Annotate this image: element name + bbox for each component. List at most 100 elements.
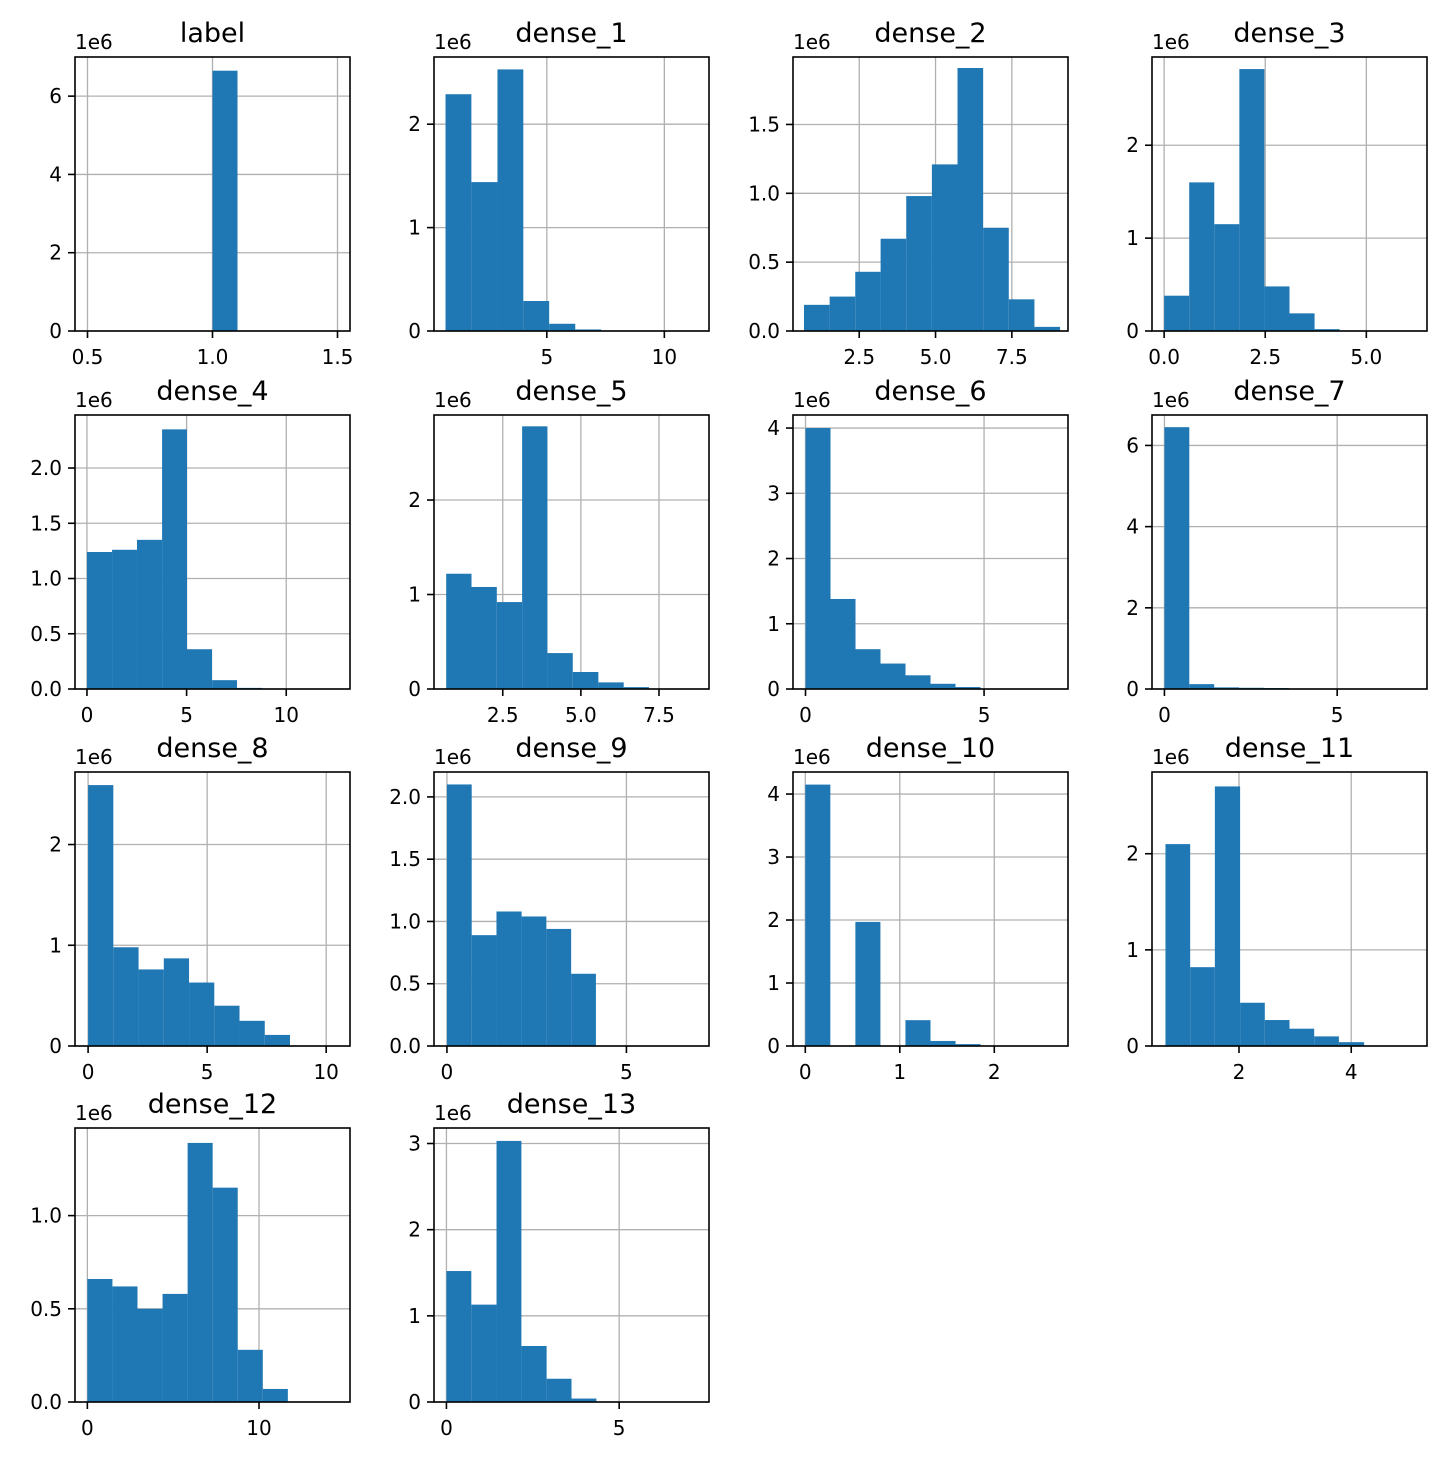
histogram-bar — [496, 911, 522, 1046]
histogram-bar — [136, 539, 163, 689]
y-tick-label: 0 — [1126, 677, 1139, 701]
histogram-bar — [212, 680, 238, 689]
histogram-bar — [829, 296, 856, 331]
histogram-bar — [930, 683, 956, 689]
histogram-bar — [1264, 286, 1290, 331]
histogram-bar — [830, 598, 856, 689]
panel-title: dense_5 — [515, 376, 627, 407]
y-tick-label: 4 — [767, 782, 780, 806]
y-tick-label: 2 — [767, 547, 780, 571]
histogram-bar — [137, 1308, 163, 1402]
histogram-bar — [112, 549, 137, 689]
y-tick-label: 2 — [1126, 133, 1139, 157]
y-tick-label: 1 — [767, 971, 780, 995]
histogram-bar — [214, 1005, 240, 1046]
histogram-bar — [1289, 1028, 1315, 1046]
histogram-bar — [497, 69, 524, 332]
axes-frame — [433, 56, 710, 332]
x-tick-label: 0 — [440, 1416, 453, 1440]
histogram-bar — [212, 70, 238, 331]
histogram-bar — [496, 602, 523, 689]
x-tick-label: 2 — [988, 1060, 1001, 1084]
x-tick-label: 10 — [652, 345, 677, 369]
x-tick-label: 0 — [81, 1416, 94, 1440]
panel-title: label — [180, 18, 245, 49]
histogram-bar — [803, 304, 830, 331]
histogram-bar — [237, 1349, 263, 1402]
panel-title: dense_12 — [148, 1089, 277, 1120]
x-tick-label: 0 — [441, 1060, 454, 1084]
axes-frame — [433, 771, 710, 1047]
y-tick-label: 4 — [1126, 515, 1139, 539]
y-tick-label: 1 — [1126, 226, 1139, 250]
y-tick-label: 0.5 — [748, 250, 780, 274]
y-offset-label: 1e6 — [1152, 388, 1190, 412]
y-tick-label: 2 — [408, 488, 421, 512]
histogram-bar — [880, 238, 907, 331]
histogram-bar — [521, 1345, 547, 1402]
histogram-bar — [1214, 224, 1240, 331]
histogram-bar — [905, 675, 931, 689]
y-tick-label: 1.0 — [30, 567, 62, 591]
panel-title: dense_9 — [515, 733, 627, 764]
y-tick-label: 2 — [49, 241, 62, 265]
x-tick-label: 0 — [799, 1060, 812, 1084]
histogram-bar — [113, 947, 139, 1046]
histogram-bar — [1165, 844, 1191, 1046]
histogram-bar — [571, 973, 596, 1046]
x-tick-label: 1.5 — [322, 345, 354, 369]
x-tick-label: 0.5 — [72, 345, 104, 369]
y-tick-label: 4 — [767, 416, 780, 440]
histogram-bar — [471, 1304, 497, 1402]
y-tick-label: 0.5 — [30, 1297, 62, 1321]
histogram-bar — [1240, 1002, 1265, 1046]
histogram-panel-dense-7: 0 5 0 2 4 6 1e6 dense_7 — [1126, 376, 1428, 727]
y-tick-label: 0 — [49, 1034, 62, 1058]
axes-frame — [792, 771, 1069, 1047]
x-tick-label: 2.5 — [843, 345, 875, 369]
histogram-bar — [1189, 182, 1215, 331]
x-tick-label: 7.5 — [996, 345, 1028, 369]
y-tick-label: 4 — [49, 162, 62, 186]
axes-frame — [1151, 771, 1428, 1047]
histogram-bar — [521, 916, 547, 1046]
y-tick-label: 2.0 — [389, 785, 421, 809]
y-tick-label: 0 — [408, 677, 421, 701]
y-tick-label: 2.0 — [30, 456, 62, 480]
y-tick-label: 1 — [408, 583, 421, 607]
y-tick-label: 0.0 — [389, 1034, 421, 1058]
y-tick-label: 1.5 — [30, 511, 62, 535]
axes-frame — [1151, 56, 1428, 332]
histogram-bar — [162, 429, 187, 689]
histogram-panel-dense-6: 0 5 0 1 2 3 4 1e6 dense_6 — [767, 376, 1069, 727]
histogram-panel-dense-11: 2 4 0 1 2 1e6 dense_11 — [1126, 733, 1428, 1084]
panel-title: dense_2 — [874, 18, 986, 49]
histogram-bar — [523, 301, 550, 331]
histogram-bar — [471, 935, 497, 1046]
y-offset-label: 1e6 — [1152, 30, 1190, 54]
y-tick-label: 3 — [767, 845, 780, 869]
y-offset-label: 1e6 — [793, 30, 831, 54]
x-tick-label: 5 — [201, 1060, 214, 1084]
y-tick-label: 0.5 — [389, 972, 421, 996]
y-tick-label: 0 — [408, 319, 421, 343]
histogram-panel-dense-3: 0.0 2.5 5.0 0 1 2 1e6 dense_3 — [1126, 18, 1428, 369]
x-tick-label: 5 — [978, 703, 991, 727]
histogram-bar — [87, 1278, 113, 1402]
y-tick-label: 0.0 — [30, 1390, 62, 1414]
histogram-bar — [571, 1398, 597, 1402]
histogram-bar — [930, 1040, 956, 1046]
histogram-bar — [547, 653, 573, 689]
histogram-bar — [955, 1044, 981, 1046]
y-tick-label: 0 — [1126, 319, 1139, 343]
y-tick-label: 2 — [1126, 596, 1139, 620]
y-tick-label: 2 — [49, 833, 62, 857]
histogram-bar — [88, 785, 114, 1046]
panel-title: dense_6 — [874, 376, 986, 407]
histogram-panel-dense-2: 2.5 5.0 7.5 0.0 0.5 1.0 1.5 1e6 dense_2 — [748, 18, 1069, 369]
panel-title: dense_10 — [866, 733, 995, 764]
y-tick-label: 1 — [767, 612, 780, 636]
histogram-bar — [1239, 69, 1265, 331]
x-tick-label: 2 — [1233, 1060, 1246, 1084]
x-tick-label: 5 — [1331, 703, 1344, 727]
